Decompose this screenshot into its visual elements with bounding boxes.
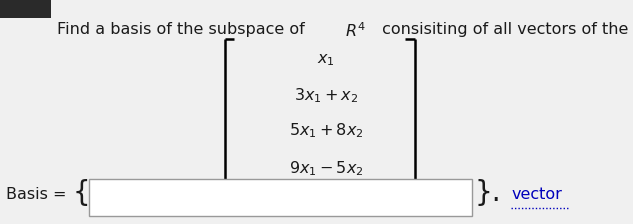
FancyBboxPatch shape xyxy=(0,0,51,18)
Text: Find a basis of the subspace of: Find a basis of the subspace of xyxy=(57,22,310,37)
FancyBboxPatch shape xyxy=(89,179,472,216)
Text: $5x_1 + 8x_2$: $5x_1 + 8x_2$ xyxy=(289,122,363,140)
Text: $R^4$: $R^4$ xyxy=(345,22,366,41)
Text: $9x_1 - 5x_2$: $9x_1 - 5x_2$ xyxy=(289,160,363,179)
Text: $x_1$: $x_1$ xyxy=(317,51,335,68)
Text: {: { xyxy=(73,179,91,207)
Text: $3x_1 + x_2$: $3x_1 + x_2$ xyxy=(294,86,358,105)
Text: consisiting of all vectors of the form: consisiting of all vectors of the form xyxy=(377,22,633,37)
Text: vector: vector xyxy=(511,187,562,202)
Text: }.: }. xyxy=(475,179,501,207)
Text: Basis =: Basis = xyxy=(6,187,72,202)
